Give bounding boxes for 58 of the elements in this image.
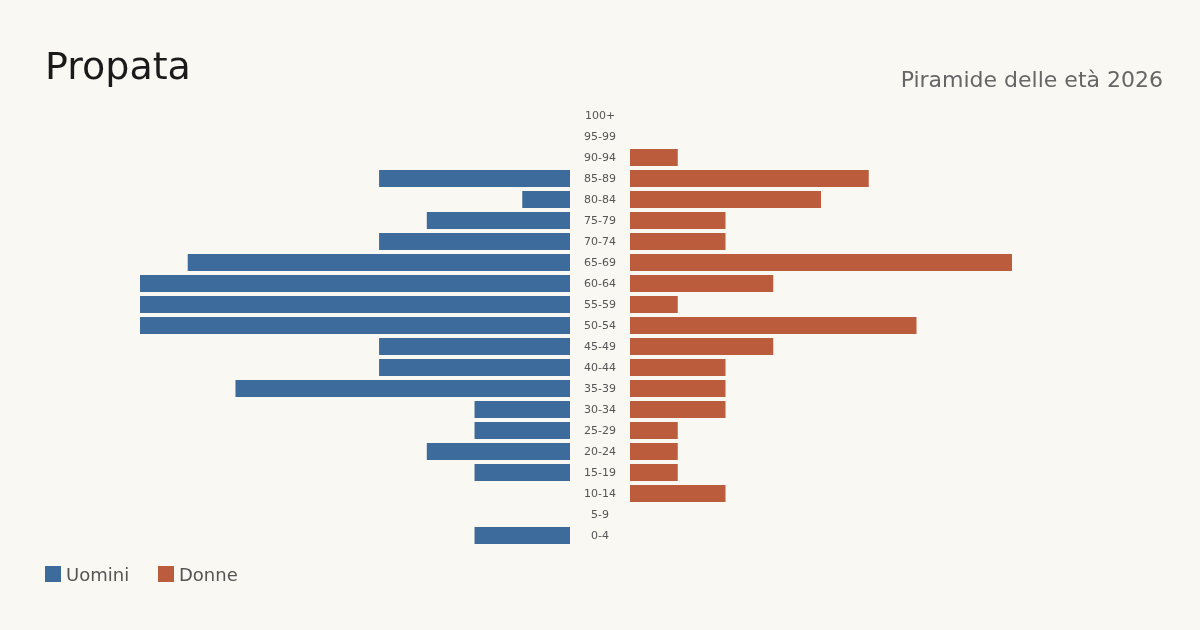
bar <box>474 401 570 418</box>
bar <box>630 212 726 229</box>
bar <box>474 527 570 544</box>
chart-subtitle: Piramide delle età 2026 <box>900 66 1163 92</box>
y-tick-label: 85-89 <box>584 172 616 185</box>
y-tick-label: 30-34 <box>584 403 616 416</box>
bar <box>630 443 678 460</box>
y-tick-label: 20-24 <box>584 445 616 458</box>
y-tick-label: 45-49 <box>584 340 616 353</box>
y-tick-label: 65-69 <box>584 256 616 269</box>
bar <box>379 170 570 187</box>
bar <box>474 422 570 439</box>
bar <box>630 317 917 334</box>
bar <box>630 254 1012 271</box>
bar <box>630 149 678 166</box>
bar <box>522 191 570 208</box>
y-tick-label: 95-99 <box>584 130 616 143</box>
bar <box>630 233 726 250</box>
bar <box>379 233 570 250</box>
bar <box>630 170 869 187</box>
chart-title: Propata <box>45 44 191 88</box>
y-tick-label: 80-84 <box>584 193 616 206</box>
bar <box>630 275 774 292</box>
y-tick-label: 5-9 <box>591 508 609 521</box>
bar <box>379 359 570 376</box>
y-tick-label: 50-54 <box>584 319 616 332</box>
bar <box>630 422 678 439</box>
y-tick-label: 35-39 <box>584 382 616 395</box>
y-tick-label: 75-79 <box>584 214 616 227</box>
bar <box>187 254 570 271</box>
bar <box>630 338 774 355</box>
legend-label: Donne <box>179 563 238 585</box>
bar <box>140 296 570 313</box>
y-tick-label: 55-59 <box>584 298 616 311</box>
y-tick-label: 40-44 <box>584 361 616 374</box>
bar <box>426 212 570 229</box>
bar <box>630 191 821 208</box>
bar <box>426 443 570 460</box>
y-tick-label: 70-74 <box>584 235 616 248</box>
bar <box>630 464 678 481</box>
y-tick-label: 90-94 <box>584 151 616 164</box>
y-tick-label: 25-29 <box>584 424 616 437</box>
y-tick-label: 10-14 <box>584 487 616 500</box>
legend-label: Uomini <box>66 563 130 585</box>
bar <box>235 380 570 397</box>
bar <box>630 485 726 502</box>
bar <box>630 401 726 418</box>
y-tick-label: 100+ <box>584 109 616 122</box>
y-tick-label: 0-4 <box>591 529 609 542</box>
y-tick-label: 60-64 <box>584 277 616 290</box>
bar <box>140 317 570 334</box>
bar <box>630 359 726 376</box>
bar <box>140 275 570 292</box>
y-tick-label: 15-19 <box>584 466 616 479</box>
bar <box>630 380 726 397</box>
bar <box>379 338 570 355</box>
bar <box>474 464 570 481</box>
bar <box>630 296 678 313</box>
